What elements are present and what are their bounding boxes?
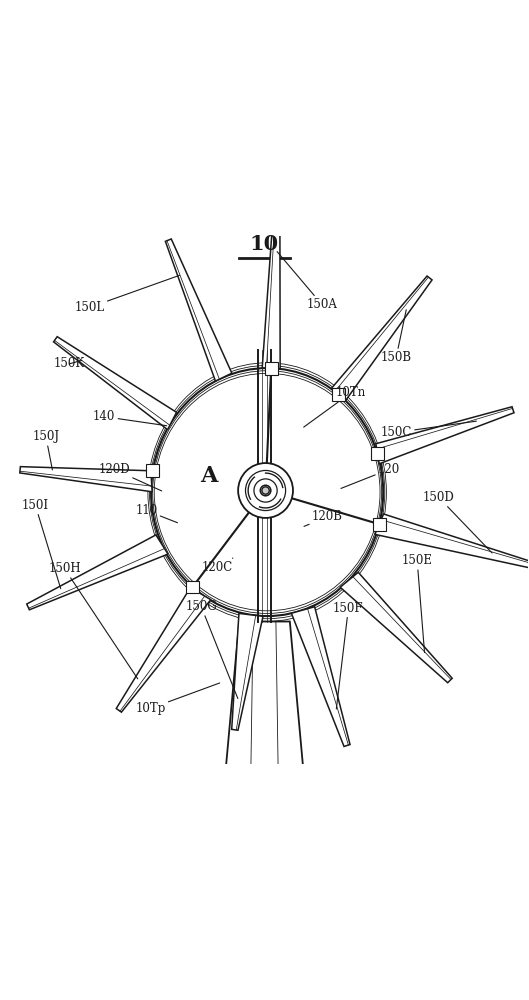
Polygon shape	[166, 239, 232, 381]
Text: A: A	[200, 465, 218, 487]
Text: 150A: 150A	[277, 252, 338, 311]
Polygon shape	[340, 572, 452, 683]
Text: 120D: 120D	[98, 463, 162, 491]
Text: 10Tp: 10Tp	[135, 683, 220, 715]
Polygon shape	[20, 467, 152, 492]
Polygon shape	[53, 337, 177, 430]
Bar	[373, 518, 386, 531]
Circle shape	[260, 485, 271, 496]
Bar	[186, 581, 199, 593]
Circle shape	[254, 479, 277, 502]
Polygon shape	[375, 514, 529, 568]
Bar	[332, 388, 345, 401]
Polygon shape	[376, 407, 514, 464]
Polygon shape	[332, 276, 432, 401]
Bar	[265, 362, 278, 375]
Text: 150G: 150G	[185, 600, 238, 698]
Text: 120C: 120C	[201, 558, 233, 574]
Text: 10Tn: 10Tn	[304, 386, 366, 427]
Polygon shape	[291, 607, 350, 746]
Polygon shape	[26, 535, 168, 610]
Text: 10T: 10T	[0, 999, 1, 1000]
Text: 120B: 120B	[304, 510, 343, 526]
Text: 150F: 150F	[333, 602, 364, 709]
Circle shape	[245, 470, 286, 511]
Polygon shape	[116, 588, 211, 712]
Bar	[371, 447, 384, 460]
Polygon shape	[262, 210, 280, 369]
Text: 120: 120	[341, 463, 400, 488]
Circle shape	[238, 463, 293, 518]
Text: 10: 10	[250, 234, 279, 254]
Text: 150E: 150E	[402, 554, 433, 653]
Text: 110: 110	[135, 504, 178, 523]
Text: 150K: 150K	[53, 357, 85, 370]
Polygon shape	[232, 613, 263, 730]
Text: 150C: 150C	[380, 421, 477, 439]
Text: 140: 140	[93, 410, 167, 426]
Polygon shape	[223, 622, 306, 827]
Text: 150D: 150D	[423, 491, 492, 553]
Text: 150J: 150J	[32, 430, 59, 470]
Text: 150B: 150B	[380, 310, 412, 364]
Text: 150H: 150H	[48, 562, 138, 679]
Text: 150L: 150L	[75, 275, 179, 314]
Bar	[147, 464, 159, 477]
Text: 150I: 150I	[22, 499, 61, 589]
Circle shape	[262, 487, 269, 494]
